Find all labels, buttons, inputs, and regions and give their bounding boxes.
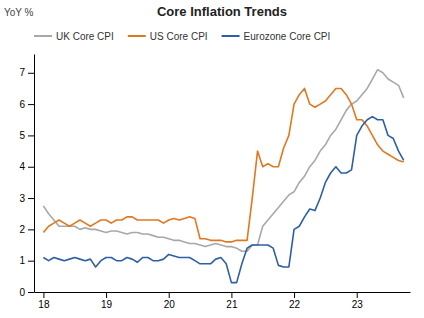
tick-label: 5 <box>19 130 25 141</box>
y-axis: 0 1 2 3 4 5 6 7 <box>19 55 34 298</box>
tick: 21 <box>226 292 238 310</box>
tick-label: 22 <box>289 299 301 310</box>
legend-swatch <box>34 35 52 37</box>
y-label: YoY % <box>4 7 34 18</box>
tick-label: 19 <box>101 299 113 310</box>
series-line <box>43 70 403 252</box>
tick: 3 <box>19 193 34 204</box>
x-axis: 18 19 20 21 22 23 <box>35 292 411 310</box>
tick: 20 <box>164 292 176 310</box>
tick: 1 <box>19 255 34 266</box>
tick-mark <box>28 261 34 262</box>
tick-mark <box>169 292 170 298</box>
series-line <box>43 117 403 283</box>
tick-mark <box>28 167 34 168</box>
tick-mark <box>28 198 34 199</box>
series-line <box>43 88 403 241</box>
tick: 22 <box>289 292 301 310</box>
tick: 4 <box>19 161 34 172</box>
legend-label: UK Core CPI <box>56 31 114 42</box>
tick-mark <box>294 292 295 298</box>
tick-label: 2 <box>19 224 25 235</box>
axis-line <box>35 292 411 293</box>
tick: 23 <box>352 292 364 310</box>
legend-item: UK Core CPI <box>34 31 114 42</box>
legend-item: US Core CPI <box>128 31 208 42</box>
tick-label: 3 <box>19 193 25 204</box>
tick-label: 7 <box>19 67 25 78</box>
title: Core Inflation Trends <box>157 4 287 19</box>
legend-swatch <box>128 35 146 37</box>
chart: Core Inflation TrendsYoY %18192021222301… <box>0 0 424 318</box>
tick: 2 <box>19 224 34 235</box>
legend: UK Core CPI US Core CPI Eurozone Core CPI <box>34 31 330 42</box>
legend-swatch <box>222 35 240 37</box>
plot-area <box>43 70 403 283</box>
legend-label: Eurozone Core CPI <box>244 31 331 42</box>
tick: 6 <box>19 99 34 110</box>
tick-mark <box>28 292 34 293</box>
legend-item: Eurozone Core CPI <box>222 31 331 42</box>
legend-label: US Core CPI <box>150 31 208 42</box>
tick-mark <box>28 73 34 74</box>
tick-label: 20 <box>164 299 176 310</box>
tick-mark <box>28 135 34 136</box>
tick: 5 <box>19 130 34 141</box>
tick: 7 <box>19 67 34 78</box>
tick: 0 <box>19 287 34 298</box>
tick-label: 18 <box>38 299 50 310</box>
tick-label: 0 <box>19 287 25 298</box>
tick-mark <box>357 292 358 298</box>
tick-mark <box>28 104 34 105</box>
tick: 18 <box>38 292 50 310</box>
tick-mark <box>106 292 107 298</box>
tick-mark <box>231 292 232 298</box>
tick-label: 4 <box>19 161 25 172</box>
tick: 19 <box>101 292 113 310</box>
tick-label: 1 <box>19 255 25 266</box>
tick-mark <box>28 229 34 230</box>
tick-label: 6 <box>19 99 25 110</box>
tick-mark <box>43 292 44 298</box>
tick-label: 23 <box>352 299 364 310</box>
tick-label: 21 <box>226 299 238 310</box>
axis-line <box>34 55 35 293</box>
